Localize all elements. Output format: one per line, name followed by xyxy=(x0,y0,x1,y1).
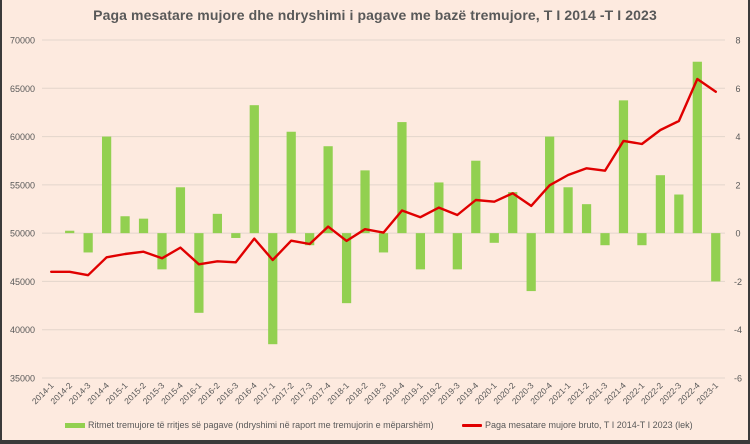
bar-2016-3 xyxy=(231,233,241,238)
left-axis-tick: 65000 xyxy=(10,84,35,94)
legend-bar-swatch-icon xyxy=(65,422,85,428)
chart-title: Paga mesatare mujore dhe ndryshimi i pag… xyxy=(93,7,657,23)
chart-legend: Ritmet tremujore të rritjes së pagave (n… xyxy=(2,420,748,436)
bar-2018-4 xyxy=(397,122,407,234)
bar-2021-3 xyxy=(600,233,610,246)
legend-line-swatch-icon xyxy=(462,423,482,427)
legend-line-label: Paga mesatare mujore bruto, T I 2014-T I… xyxy=(485,420,693,430)
bar-2018-3 xyxy=(378,233,389,253)
bar-2015-1 xyxy=(120,216,130,234)
right-axis-tick: 8 xyxy=(735,36,740,46)
left-axis-tick: 45000 xyxy=(10,277,35,287)
bar-2016-4 xyxy=(249,105,259,234)
bar-2018-1 xyxy=(341,233,352,304)
bar-2017-4 xyxy=(323,146,333,234)
right-axis-tick: -2 xyxy=(734,277,742,287)
bar-2017-3 xyxy=(305,233,315,246)
legend-item-line: Paga mesatare mujore bruto, T I 2014-T I… xyxy=(462,420,693,430)
legend-item-bars: Ritmet tremujore të rritjes së pagave (n… xyxy=(65,420,434,430)
bar-2021-1 xyxy=(563,187,573,234)
bar-2016-1 xyxy=(194,233,204,313)
bar-2017-2 xyxy=(286,131,296,234)
bar-2014-2 xyxy=(65,230,75,234)
right-axis-tick: 0 xyxy=(735,229,740,239)
left-axis-tick: 50000 xyxy=(10,229,35,239)
bar-2022-1 xyxy=(637,233,647,246)
left-axis-tick: 60000 xyxy=(10,132,35,142)
bar-2020-3 xyxy=(526,233,536,292)
right-axis-tick: 2 xyxy=(735,180,740,190)
left-axis-tick: 40000 xyxy=(10,325,35,335)
chart-plot: 35000 40000 45000 50000 55000 60000 65000 70000… xyxy=(10,36,742,407)
left-axis-tick: 70000 xyxy=(10,36,35,46)
right-axis-tick: 4 xyxy=(735,132,740,142)
bar-2022-4 xyxy=(692,61,702,234)
bar-2019-1 xyxy=(415,233,426,270)
bar-2020-2 xyxy=(508,192,518,234)
left-axis-tick: 55000 xyxy=(10,180,35,190)
bar-2019-4 xyxy=(471,160,481,234)
bar-2014-3 xyxy=(83,233,93,253)
wage-line xyxy=(50,77,717,277)
legend-bar-label: Ritmet tremujore të rritjes së pagave (n… xyxy=(88,420,434,430)
bar-2015-3 xyxy=(157,233,167,270)
bar-2015-2 xyxy=(138,218,149,234)
bar-2022-3 xyxy=(674,194,684,234)
bar-2018-2 xyxy=(360,170,370,234)
right-axis-tick: -4 xyxy=(734,325,742,335)
bar-2022-2 xyxy=(655,175,666,234)
left-axis-tick: 35000 xyxy=(10,374,35,384)
bar-2016-2 xyxy=(212,213,222,234)
right-axis-tick: -6 xyxy=(734,374,742,384)
right-axis-tick: 6 xyxy=(735,84,740,94)
bar-2015-4 xyxy=(175,187,186,234)
bar-2020-1 xyxy=(489,233,499,243)
bar-2017-1 xyxy=(268,233,278,345)
bar-2014-4 xyxy=(101,136,112,234)
bar-2021-4 xyxy=(618,100,629,234)
bar-2019-3 xyxy=(452,233,462,270)
bar-2021-2 xyxy=(581,204,592,234)
bar-2023-1 xyxy=(711,233,721,282)
